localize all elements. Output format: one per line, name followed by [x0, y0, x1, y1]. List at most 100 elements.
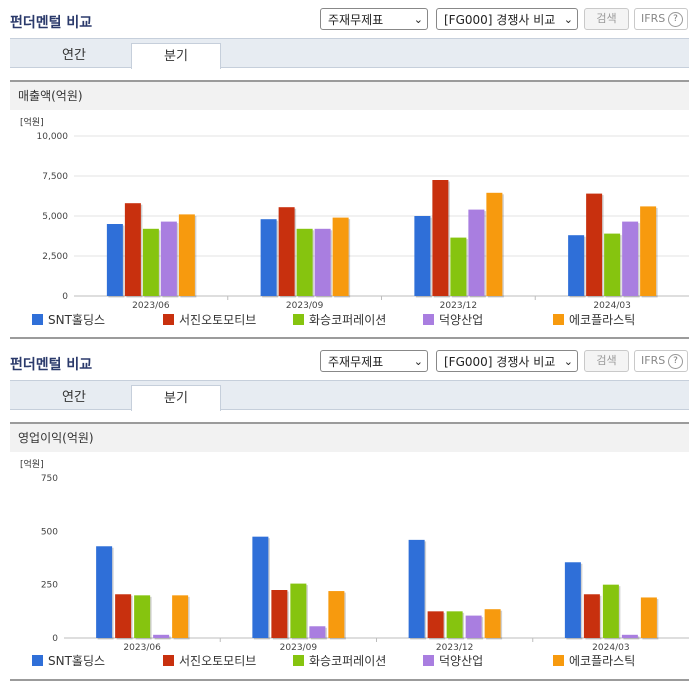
legend-swatch [553, 314, 564, 325]
peer-group-select[interactable]: [FG000] 경쟁사 비교 ⌄ [436, 8, 578, 30]
period-tabs: 연간 분기 [10, 38, 689, 69]
bar [124, 203, 141, 296]
y-axis-unit: [억원] [20, 116, 44, 128]
bar [134, 595, 151, 638]
x-tick-label: 2023/09 [280, 643, 318, 653]
tab-quarterly[interactable]: 분기 [131, 43, 221, 69]
bar [486, 192, 503, 296]
revenue-section: 펀더멘털 비교 주재무제표 ⌄ [FG000] 경쟁사 비교 ⌄ 검색 IFRS? … [10, 8, 689, 339]
y-axis-unit: [억원] [20, 458, 44, 470]
bar [586, 193, 603, 296]
bar [604, 233, 621, 296]
legend-label: SNT홀딩스 [48, 654, 105, 668]
bar [432, 180, 449, 296]
question-icon: ? [668, 354, 683, 369]
bar [142, 228, 159, 296]
y-tick-label: 500 [41, 527, 58, 537]
y-tick-label: 250 [41, 581, 58, 591]
tab-annual[interactable]: 연간 [62, 48, 86, 63]
bar [332, 217, 349, 296]
legend-label: 덕양산업 [439, 654, 483, 668]
bar [160, 221, 177, 296]
bar [309, 626, 326, 638]
legend-swatch [32, 655, 43, 666]
bar [296, 228, 313, 296]
bar [427, 611, 444, 638]
legend-swatch [293, 314, 304, 325]
peer-group-select-value: [FG000] 경쟁사 비교 [444, 355, 556, 369]
bar [621, 634, 638, 638]
bar [271, 590, 288, 638]
x-tick-label: 2023/06 [132, 301, 170, 311]
y-tick-label: 5,000 [42, 212, 68, 222]
bar [564, 562, 581, 638]
bar [153, 634, 170, 638]
chevron-down-icon: ⌄ [413, 13, 423, 26]
chevron-down-icon: ⌄ [563, 355, 573, 368]
x-tick-label: 2023/06 [123, 643, 161, 653]
bar [468, 209, 485, 296]
period-tabs: 연간 분기 [10, 380, 689, 411]
legend-swatch [32, 314, 43, 325]
y-tick-label: 7,500 [42, 172, 68, 182]
search-button[interactable]: 검색 [584, 8, 629, 30]
bar [314, 228, 331, 296]
bar [115, 594, 132, 638]
tab-annual[interactable]: 연간 [62, 390, 86, 405]
statement-select[interactable]: 주재무제표 ⌄ [320, 350, 428, 372]
section-title: 펀더멘털 비교 [10, 15, 93, 31]
bar [278, 207, 295, 296]
peer-group-select[interactable]: [FG000] 경쟁사 비교 ⌄ [436, 350, 578, 372]
bar [446, 611, 463, 638]
bar [583, 594, 600, 638]
x-tick-label: 2023/09 [286, 301, 324, 311]
bar [484, 609, 501, 638]
bar [290, 583, 307, 638]
bar [172, 595, 189, 638]
ifrs-label: IFRS [641, 354, 666, 367]
legend-label: 덕양산업 [439, 313, 483, 327]
x-tick-label: 2024/03 [593, 301, 630, 311]
bar [106, 224, 123, 296]
bar [252, 536, 269, 638]
chart-subheader: 매출액(억원) [10, 80, 689, 110]
x-tick-label: 2024/03 [592, 643, 629, 653]
bar [622, 221, 639, 296]
legend-label: 화승코퍼레이션 [309, 654, 386, 668]
statement-select-value: 주재무제표 [328, 13, 384, 27]
chart-subheader: 영업이익(억원) [10, 422, 689, 452]
bar [450, 237, 467, 296]
legend-label: 서진오토모티브 [179, 654, 256, 668]
peer-group-select-value: [FG000] 경쟁사 비교 [444, 13, 556, 27]
legend-swatch [163, 655, 174, 666]
operating-profit-bar-chart: [억원] 0 250 500 750 2023/06 2023/09 2023/12 2024/… [20, 458, 689, 668]
divider [10, 337, 689, 339]
legend-swatch [423, 314, 434, 325]
legend-label: 화승코퍼레이션 [309, 313, 386, 327]
y-tick-label: 750 [41, 474, 58, 484]
bar [568, 235, 585, 296]
ifrs-label: IFRS [641, 12, 666, 25]
chevron-down-icon: ⌄ [563, 13, 573, 26]
legend-swatch [293, 655, 304, 666]
legend-swatch [163, 314, 174, 325]
legend-swatch [423, 655, 434, 666]
divider [10, 679, 689, 681]
ifrs-help-button[interactable]: IFRS? [634, 8, 688, 30]
y-tick-label: 10,000 [37, 132, 69, 142]
ifrs-help-button[interactable]: IFRS? [634, 350, 688, 372]
legend-label: 에코플라스틱 [569, 654, 635, 668]
legend-label: 에코플라스틱 [569, 313, 635, 327]
bar [602, 584, 619, 638]
tab-quarterly[interactable]: 분기 [131, 385, 221, 411]
bar [96, 546, 113, 638]
y-tick-label: 0 [52, 634, 58, 644]
search-button[interactable]: 검색 [584, 350, 629, 372]
legend-label: SNT홀딩스 [48, 313, 105, 327]
section-title: 펀더멘털 비교 [10, 357, 93, 373]
y-tick-label: 0 [62, 292, 68, 302]
statement-select[interactable]: 주재무제표 ⌄ [320, 8, 428, 30]
legend-swatch [553, 655, 564, 666]
revenue-bar-chart: [억원] 0 2,500 5,000 7,500 10,000 2023/06 2023/09… [20, 116, 689, 327]
bar [408, 539, 425, 638]
